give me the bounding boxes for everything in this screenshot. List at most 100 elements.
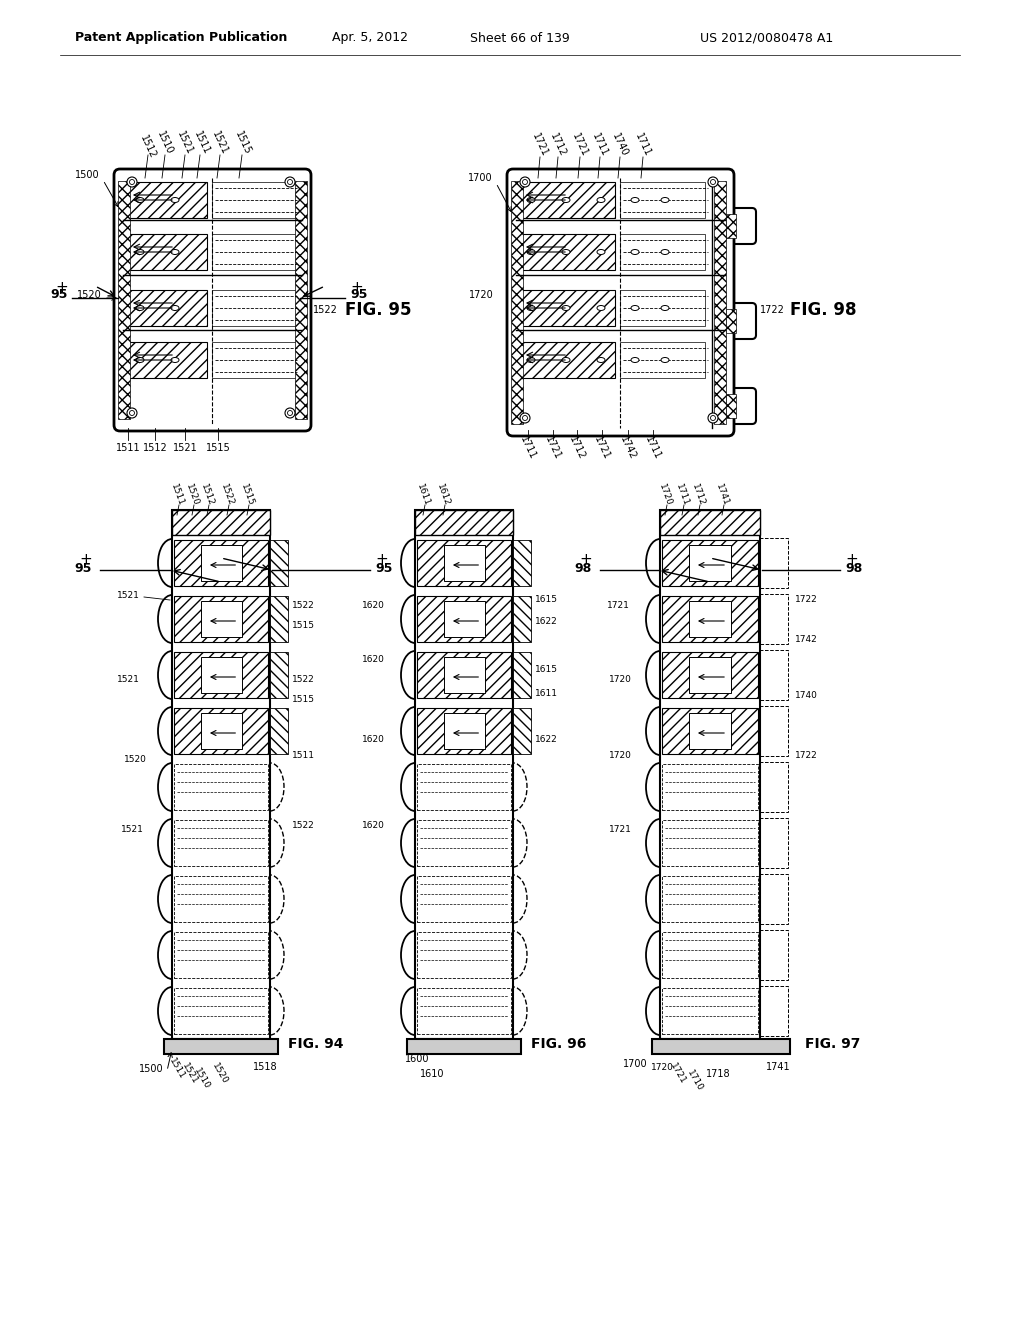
Bar (662, 540, 758, 586)
Bar (513, 652, 531, 698)
Bar (513, 708, 531, 754)
Bar (201, 601, 242, 638)
Text: 98: 98 (845, 561, 862, 574)
Text: 1710: 1710 (685, 1069, 705, 1093)
Bar (123, 182, 207, 218)
Text: 1620: 1620 (362, 821, 385, 829)
Bar (516, 342, 615, 378)
Bar (212, 342, 296, 378)
Text: 1521: 1521 (180, 1061, 200, 1086)
Bar (172, 510, 270, 1039)
Bar (123, 290, 207, 326)
Ellipse shape (662, 358, 669, 363)
Text: 1600: 1600 (406, 1053, 429, 1064)
Text: 1515: 1515 (206, 444, 230, 453)
Ellipse shape (522, 416, 527, 421)
Bar (417, 932, 511, 978)
Bar (417, 652, 511, 698)
Text: 1511: 1511 (169, 483, 185, 507)
Text: 1711: 1711 (518, 434, 538, 461)
Bar (714, 181, 726, 424)
Bar (662, 932, 758, 978)
Bar (662, 987, 758, 1034)
Text: FIG. 98: FIG. 98 (790, 301, 856, 319)
Ellipse shape (285, 408, 295, 418)
Ellipse shape (631, 249, 639, 255)
Text: 1522: 1522 (292, 676, 314, 685)
Text: 1522: 1522 (292, 821, 314, 829)
Text: 1718: 1718 (706, 1069, 730, 1078)
Text: FIG. 97: FIG. 97 (805, 1038, 860, 1051)
Text: 1722: 1722 (760, 305, 784, 315)
Bar (174, 540, 268, 586)
Ellipse shape (631, 305, 639, 310)
Bar (516, 290, 615, 326)
Ellipse shape (527, 305, 535, 310)
Text: +: + (350, 280, 362, 294)
Text: 1712: 1712 (690, 483, 707, 507)
Text: 1521: 1521 (121, 825, 144, 834)
Text: 1510: 1510 (193, 1067, 212, 1092)
Text: 1722: 1722 (795, 751, 818, 759)
Text: 1741: 1741 (766, 1063, 791, 1072)
Bar (172, 510, 270, 535)
Text: 1518: 1518 (253, 1063, 278, 1072)
Bar (201, 545, 242, 581)
Bar (760, 874, 788, 924)
Ellipse shape (136, 198, 144, 202)
Text: 1742: 1742 (618, 434, 638, 461)
Bar (212, 234, 296, 271)
Bar (417, 876, 511, 921)
Text: 1520: 1520 (77, 290, 102, 300)
Bar (662, 764, 758, 810)
Ellipse shape (597, 358, 605, 363)
Bar (201, 713, 242, 748)
Bar (174, 652, 268, 698)
Ellipse shape (597, 249, 605, 255)
Bar (201, 657, 242, 693)
Ellipse shape (708, 413, 718, 422)
Text: 1720: 1720 (650, 1063, 674, 1072)
Text: 1622: 1622 (535, 618, 558, 627)
Ellipse shape (129, 411, 134, 416)
Text: 95: 95 (75, 561, 92, 574)
Ellipse shape (597, 305, 605, 310)
Bar (164, 1039, 278, 1053)
Bar (417, 708, 511, 754)
Bar (662, 597, 758, 642)
Bar (174, 987, 268, 1034)
Bar (174, 764, 268, 810)
Ellipse shape (597, 198, 605, 202)
Ellipse shape (522, 180, 527, 185)
Bar (660, 510, 760, 535)
Text: 1521: 1521 (117, 590, 140, 599)
Ellipse shape (562, 198, 570, 202)
Ellipse shape (562, 305, 570, 310)
Bar (760, 594, 788, 644)
Ellipse shape (136, 249, 144, 255)
Bar (620, 234, 705, 271)
Text: 1721: 1721 (669, 1061, 687, 1086)
Text: +: + (79, 553, 92, 568)
Text: 1711: 1711 (674, 483, 690, 507)
Bar (270, 652, 288, 698)
Text: 1742: 1742 (795, 635, 818, 644)
Ellipse shape (136, 305, 144, 310)
Text: 1515: 1515 (292, 696, 315, 705)
Ellipse shape (171, 358, 179, 363)
Bar (726, 309, 736, 333)
Text: 1711: 1711 (633, 132, 652, 158)
Text: 1700: 1700 (468, 173, 493, 183)
Text: 1620: 1620 (362, 601, 385, 610)
Bar (513, 540, 531, 586)
Ellipse shape (562, 249, 570, 255)
Text: 1720: 1720 (609, 751, 632, 759)
Text: 1520: 1520 (124, 755, 147, 764)
Text: 1522: 1522 (219, 483, 236, 507)
Bar (726, 214, 736, 238)
Ellipse shape (285, 177, 295, 187)
Text: 1512: 1512 (142, 444, 167, 453)
Text: 1700: 1700 (624, 1059, 648, 1069)
Text: 1612: 1612 (435, 483, 452, 507)
Ellipse shape (127, 177, 137, 187)
